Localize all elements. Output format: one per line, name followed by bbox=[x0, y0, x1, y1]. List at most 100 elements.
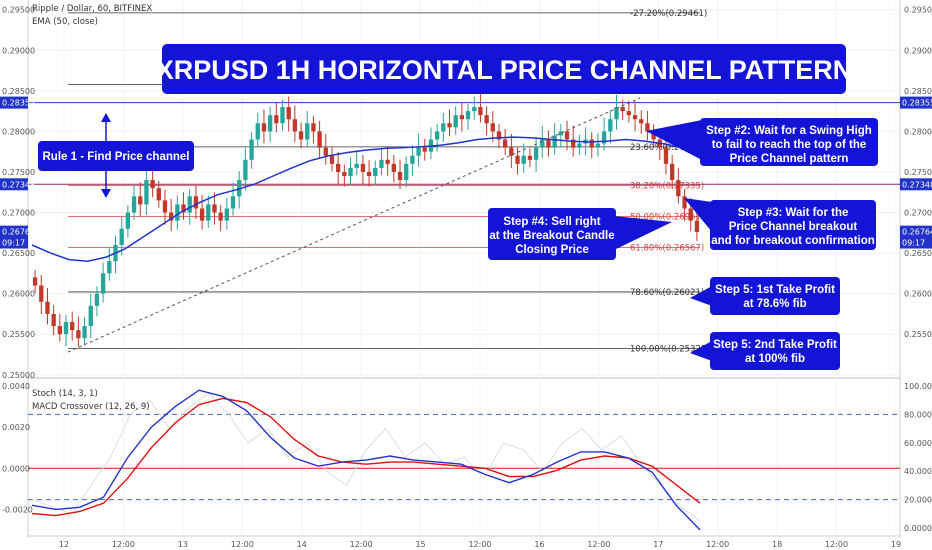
candle-body bbox=[385, 159, 390, 164]
candle-body bbox=[521, 155, 526, 164]
step5a-pointer bbox=[690, 286, 712, 306]
fib-label: 50.00%(0.26951) bbox=[630, 212, 704, 222]
macd-tick: 0.0020 bbox=[2, 423, 30, 432]
step5a-box bbox=[710, 277, 840, 315]
left-price-tick: 0.25000 bbox=[2, 371, 35, 380]
step3-line3: and for breakout confirmation bbox=[711, 235, 875, 247]
candle-body bbox=[577, 143, 582, 148]
candle-body bbox=[286, 107, 291, 120]
left-price-tick: 0.26500 bbox=[2, 249, 35, 258]
candle-body bbox=[107, 261, 112, 274]
time-tick: 16 bbox=[534, 540, 544, 549]
step5b-line2: at 100% fib bbox=[745, 353, 805, 365]
fib-label: 38.20%(0.27335) bbox=[630, 181, 704, 191]
left-price-tag-text: 0.28355 bbox=[2, 99, 35, 108]
candle-body bbox=[125, 212, 131, 229]
step3-line1: Step #3: Wait for the bbox=[738, 207, 849, 219]
right-price-tag-text: 0.28355 bbox=[902, 99, 932, 108]
step4-line3: Closing Price bbox=[515, 244, 589, 256]
step4-line1: Step #4: Sell right bbox=[503, 216, 600, 228]
candle-body bbox=[533, 147, 539, 160]
step2-line2: to fail to reach the top of the bbox=[712, 139, 867, 151]
candle-body bbox=[670, 163, 675, 181]
candle-body bbox=[527, 155, 533, 160]
candle-body bbox=[663, 147, 669, 164]
candle-body bbox=[373, 167, 378, 177]
candle-body bbox=[255, 123, 260, 140]
candle-body bbox=[515, 155, 520, 164]
candle-body bbox=[218, 212, 223, 221]
right-price-tick: 0.27500 bbox=[904, 168, 932, 177]
time-tick: 12:00 bbox=[350, 540, 373, 549]
macd-tick: -0.0020 bbox=[2, 505, 33, 514]
candles bbox=[32, 93, 700, 348]
candle-body bbox=[212, 204, 217, 213]
candle-body bbox=[360, 163, 366, 172]
time-tick: 12 bbox=[59, 540, 69, 549]
right-price-tag-text: 0.26764 bbox=[902, 228, 932, 237]
candle-body bbox=[94, 293, 100, 306]
candle-body bbox=[261, 123, 267, 132]
macd-label: MACD Crossover (12, 26, 9) bbox=[32, 402, 150, 412]
candle-body bbox=[354, 163, 359, 168]
candle-body bbox=[496, 131, 502, 140]
stoch-tick: 20.0000 bbox=[904, 496, 932, 505]
candle-body bbox=[131, 196, 137, 213]
step5b-pointer bbox=[690, 341, 712, 361]
candle-body bbox=[323, 147, 328, 156]
step3-box bbox=[710, 200, 876, 250]
candle-body bbox=[447, 123, 452, 128]
candle-body bbox=[88, 305, 93, 327]
time-tick: 19 bbox=[891, 540, 901, 549]
stoch-tick: 80.0000 bbox=[904, 410, 932, 419]
fib-label: -27.20%(0.29461) bbox=[630, 9, 707, 19]
rule1-arrow-up-icon bbox=[101, 113, 111, 122]
macd-tick: 0.0000 bbox=[2, 464, 30, 473]
left-price-tag bbox=[0, 178, 28, 191]
left-price-tag bbox=[0, 236, 28, 249]
left-price-tick: 0.28000 bbox=[2, 127, 35, 136]
time-tick: 18 bbox=[772, 540, 782, 549]
step4-line2: at the Breakout Candle bbox=[489, 230, 614, 242]
candle-body bbox=[422, 147, 427, 152]
candle-body bbox=[552, 135, 557, 148]
candle-body bbox=[267, 115, 273, 132]
candle-body bbox=[144, 180, 149, 205]
candle-body bbox=[509, 147, 514, 156]
chart-title: XRPUSD 1H HORIZONTAL PRICE CHANNEL PATTE… bbox=[156, 55, 853, 85]
right-price-tick: 0.28000 bbox=[904, 127, 932, 136]
left-price-tag bbox=[0, 225, 28, 238]
left-price-tick: 0.26000 bbox=[2, 290, 35, 299]
right-price-tick: 0.26000 bbox=[904, 290, 932, 299]
candle-body bbox=[187, 196, 192, 213]
right-price-tag bbox=[900, 178, 932, 191]
left-price-tag bbox=[0, 96, 28, 109]
left-price-tag-text: 09:17 bbox=[2, 239, 25, 248]
candle-body bbox=[76, 330, 81, 339]
stoch-tick: 40.0000 bbox=[904, 467, 932, 476]
candle-body bbox=[138, 196, 143, 205]
fib-label: 78.60%(0.26021) bbox=[630, 288, 704, 298]
left-price-tick: 0.29500 bbox=[2, 6, 35, 15]
candle-body bbox=[292, 119, 298, 132]
candle-body bbox=[391, 163, 396, 172]
candle-body bbox=[311, 123, 316, 132]
stoch-line bbox=[31, 392, 701, 522]
candle-body bbox=[540, 139, 545, 148]
step4-box bbox=[488, 208, 616, 260]
left-price-tick: 0.28500 bbox=[2, 87, 35, 96]
stoch-tick: 100.0000 bbox=[904, 382, 932, 391]
time-tick: 12:00 bbox=[468, 540, 491, 549]
right-price-tick: 0.29500 bbox=[904, 6, 932, 15]
candle-body bbox=[614, 107, 619, 120]
candle-body bbox=[348, 167, 353, 177]
candle-body bbox=[558, 131, 563, 136]
stoch-tick: 0.0000 bbox=[904, 524, 932, 533]
time-tick: 17 bbox=[653, 540, 663, 549]
candle-body bbox=[472, 107, 477, 112]
title-box bbox=[162, 44, 846, 94]
macd-line bbox=[31, 389, 701, 531]
rule1-arrow-down-icon bbox=[101, 189, 111, 198]
candle-body bbox=[503, 139, 508, 148]
